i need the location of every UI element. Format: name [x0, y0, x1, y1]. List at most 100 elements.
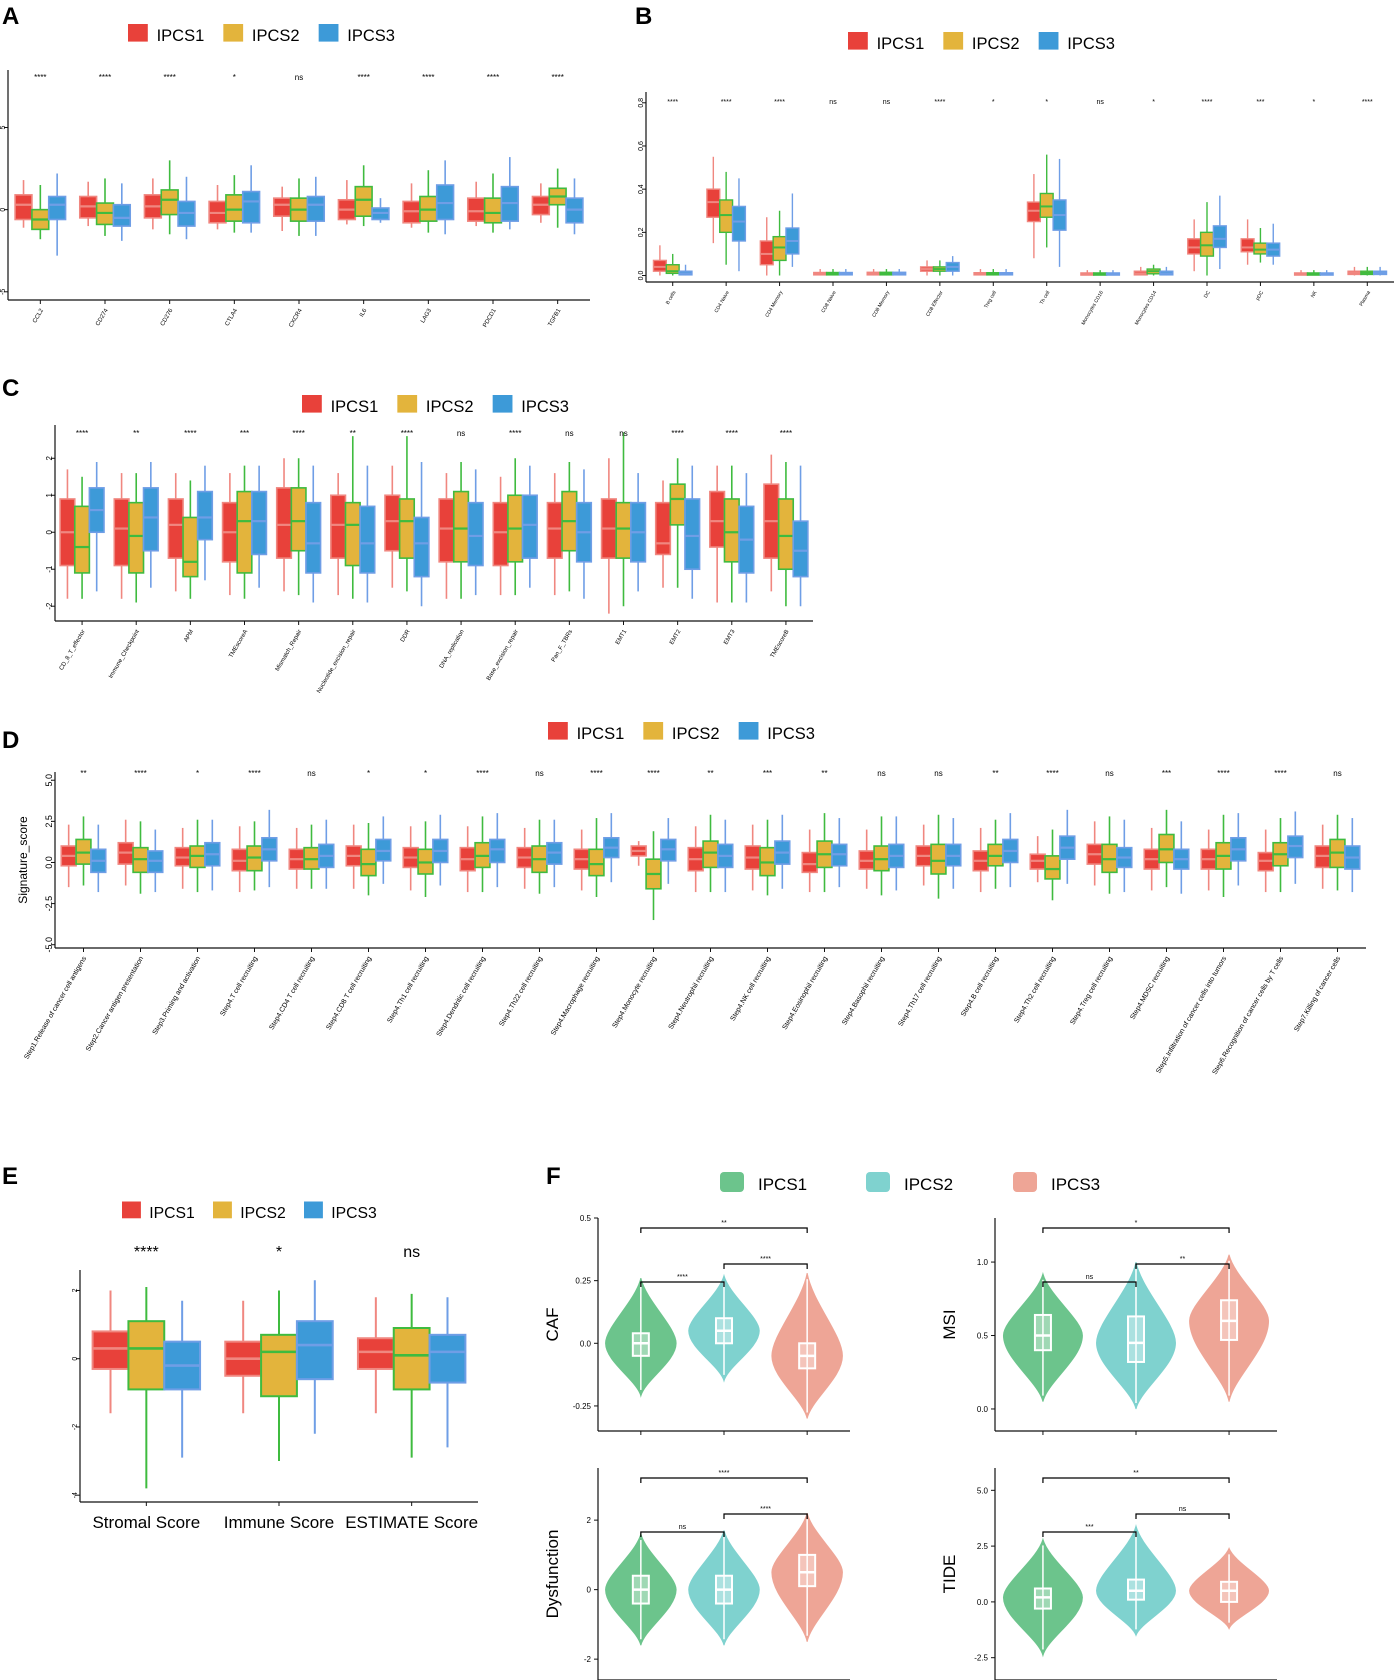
significance-label: **** — [551, 73, 563, 82]
significance-label: ** — [707, 769, 713, 778]
box — [930, 843, 947, 875]
legend-label-ipcs2: IPCS2 — [972, 35, 1020, 53]
x-tick-label: Step1.Release of cancer cell antigens — [23, 955, 88, 1061]
legend-label-ipcs1: IPCS1 — [157, 27, 205, 45]
x-tick-label: CD276 — [160, 307, 175, 327]
x-tick-label: DDR — [400, 628, 412, 643]
legend-key-ipcs1 — [128, 24, 148, 42]
comparison-bracket — [723, 1263, 808, 1269]
x-tick-label: EMT2 — [669, 628, 683, 645]
box — [719, 199, 734, 234]
significance-label: ns — [829, 99, 837, 106]
significance-label: ns — [457, 429, 465, 438]
x-tick-label: IL6 — [359, 307, 369, 318]
legend-label-ipcs3: IPCS3 — [347, 27, 395, 45]
y-tick-label: 0.0 — [977, 1598, 989, 1607]
box — [777, 498, 795, 571]
violin-box — [798, 1553, 817, 1588]
x-tick-label: Pan_F_TBRs — [551, 629, 574, 663]
y-tick-label: 5.0 — [977, 1486, 989, 1495]
violin-box — [1033, 1313, 1052, 1352]
box — [684, 498, 701, 571]
x-tick-label: pDC — [1255, 290, 1265, 302]
box — [354, 185, 373, 218]
x-tick-label: CD4 Memory — [764, 290, 784, 319]
significance-label: **** — [1202, 99, 1213, 106]
box — [467, 501, 484, 567]
significance-label: **** — [509, 429, 521, 438]
x-tick-label: Nucleotide_excision_repair — [316, 629, 357, 694]
y-tick-label: 2.5 — [977, 1542, 989, 1551]
box — [521, 494, 538, 559]
significance-label: ns — [307, 769, 315, 778]
significance-label: ns — [619, 429, 627, 438]
comparison-bracket — [640, 1477, 808, 1483]
y-axis-label: TIDE — [940, 1555, 959, 1594]
significance-label: **** — [292, 429, 304, 438]
y-tick-label: -2 — [72, 1424, 79, 1430]
comparison-label: ns — [1179, 1506, 1187, 1513]
x-tick-label: Step4.Neutrophil recruiting — [668, 955, 716, 1030]
box — [438, 498, 455, 563]
legend-key-ipcs2 — [643, 722, 664, 740]
box — [615, 501, 632, 559]
y-tick-label: -5 — [0, 289, 7, 295]
legend-key-ipcs3 — [318, 24, 339, 42]
comparison-bracket — [1042, 1531, 1137, 1537]
significance-label: **** — [1217, 769, 1229, 778]
x-tick-label: Immune Score — [224, 1513, 335, 1532]
y-tick-label: 0.5 — [977, 1332, 989, 1341]
box — [452, 490, 470, 563]
box — [772, 235, 787, 262]
significance-label: **** — [590, 769, 602, 778]
x-tick-label: Step4.Eosinophil recruiting — [782, 955, 830, 1031]
y-tick-label: 0.0 — [580, 1339, 592, 1348]
significance-label: **** — [721, 99, 732, 106]
box — [652, 259, 668, 272]
box — [167, 498, 184, 559]
box — [128, 501, 145, 574]
violin-box — [1127, 1315, 1145, 1363]
significance-label: * — [367, 769, 370, 778]
box — [241, 190, 261, 224]
significance-label: ns — [1096, 99, 1104, 106]
y-axis-label: MSI — [940, 1309, 959, 1339]
y-tick-label: 0 — [0, 208, 7, 212]
y-tick-label: 5.0 — [44, 774, 54, 787]
x-tick-label: Treg cell — [983, 290, 998, 309]
legend-key-ipcs2 — [223, 24, 244, 42]
box — [305, 501, 322, 574]
box — [702, 840, 719, 869]
x-tick-label: Step4.Monocyte recruiting — [612, 955, 659, 1029]
significance-label: **** — [134, 1244, 159, 1261]
box — [1199, 231, 1215, 257]
box — [669, 483, 686, 526]
significance-label: ns — [883, 99, 891, 106]
significance-label: * — [276, 1244, 282, 1261]
legend-key-ipcs3 — [1013, 1172, 1037, 1192]
y-tick-label: -1 — [45, 565, 54, 573]
x-tick-label: Step4.NK cell recruiting — [730, 955, 773, 1022]
x-tick-label: CD_8_T_effector — [59, 629, 87, 671]
y-tick-label: 0.4 — [638, 184, 645, 194]
significance-label: ns — [1105, 769, 1113, 778]
x-tick-label: Plasma — [1358, 290, 1372, 308]
y-tick-label: 0 — [45, 529, 54, 534]
x-tick-label: Step4.Dendritic cell recruiting — [436, 955, 488, 1037]
legend-key-ipcs2 — [213, 1201, 232, 1219]
box — [182, 516, 199, 578]
legend-label-ipcs2: IPCS2 — [672, 725, 720, 743]
box — [260, 1333, 298, 1398]
box — [251, 490, 268, 556]
x-tick-label: Stromal Score — [92, 1513, 200, 1532]
y-tick-label: -2.5 — [974, 1654, 988, 1663]
chart-content: IPCS1 IPCS2 IPCS350-5****CCL2****CD274****… — [0, 24, 1394, 1680]
legend-label-ipcs3: IPCS3 — [767, 725, 815, 743]
legend-label-ipcs2: IPCS2 — [426, 398, 474, 416]
legend-label-ipcs3: IPCS3 — [521, 398, 569, 416]
box — [236, 490, 253, 574]
x-tick-label: LAG3 — [420, 307, 433, 324]
box — [275, 487, 293, 559]
significance-label: ns — [295, 73, 303, 82]
y-tick-label: 1.0 — [977, 1258, 989, 1267]
